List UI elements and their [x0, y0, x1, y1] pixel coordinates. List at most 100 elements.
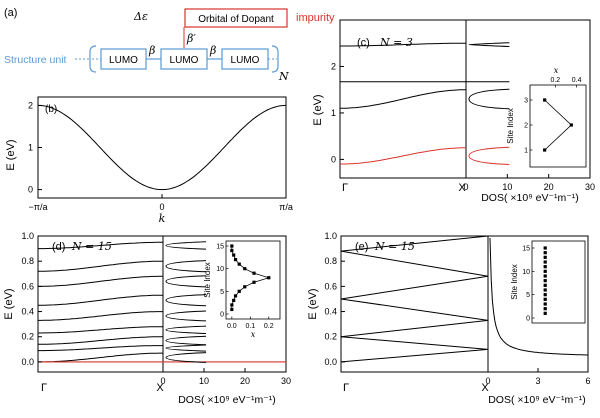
panel-b-ytick-label: 1 — [28, 143, 33, 153]
panel-d-frame — [37, 235, 287, 373]
panel-c-yticks: 0 1 2 — [331, 61, 344, 164]
panel-c-band-2 — [340, 89, 466, 109]
panel-c-dos — [466, 42, 510, 166]
panel-d-inset-ytick-label: 0 — [220, 312, 224, 319]
panel-e-band-6 — [340, 250, 489, 277]
panel-e-inset-point — [543, 307, 547, 311]
panel-b-band-curve — [37, 104, 287, 191]
panel-d-band-4 — [38, 326, 163, 334]
panel-d-band-6 — [37, 294, 163, 306]
panel-d-band-2 — [38, 345, 163, 352]
panel-d-dos-xticks: 0 10 20 30 — [160, 368, 291, 386]
panel-d-inset-point — [252, 271, 256, 275]
panel-d-inset-point — [230, 244, 234, 248]
panel-e-dos-xtick-label: 0 — [485, 376, 490, 386]
beta-label-1: β — [148, 44, 155, 57]
dopant-orbital-label: Orbital of Dopant — [198, 14, 274, 25]
panel-e-inset-point — [543, 260, 547, 264]
panel-d-dos-band-7 — [165, 275, 207, 288]
panel-d-dos-xtick-label: 30 — [281, 376, 291, 386]
panel-c-ylabel: E (eV) — [312, 94, 324, 125]
panel-e-band-2 — [340, 336, 489, 350]
panel-d-label: (d) — [52, 241, 65, 253]
panel-c-n-label: N = 3 — [379, 36, 413, 49]
panel-e: (e) N = 15 0.0 0.2 0.4 0.6 0.8 1.0 0 3 6 E (eV)… — [307, 231, 591, 406]
panel-e-inset-point — [543, 274, 547, 278]
panel-c-band-1 — [339, 147, 466, 165]
panel-e-inset-point — [543, 279, 547, 283]
panel-e-frame — [340, 235, 589, 373]
panel-c-inset: 1 2 3 0.2 0.4 x Site Index — [506, 66, 587, 168]
panel-d-inset-ytick-label: 10 — [216, 266, 224, 273]
panel-e-dos-label: DOS( ×10⁹ eV⁻¹m⁻¹) — [488, 394, 586, 406]
panel-e-ylabel: E (eV) — [307, 288, 319, 319]
panel-d-dos-xtick-label: 0 — [160, 376, 165, 386]
panel-c-ytick-label: 1 — [331, 108, 336, 118]
panel-d-ytick-label: 0.8 — [21, 256, 34, 266]
panel-d-ylabel: E (eV) — [3, 288, 15, 319]
panel-d-inset-point — [237, 289, 241, 293]
panel-d-dos — [165, 241, 207, 363]
panel-c-inset-point — [543, 148, 547, 152]
panel-a: (a) Δε Orbital of Dopant impurity β′ Str… — [4, 7, 335, 83]
panel-c-dos-band-4 — [468, 42, 510, 48]
panel-d-inset-xlabel: x — [251, 330, 256, 339]
panel-e-ytick-label: 0.4 — [324, 307, 337, 317]
panel-b-xtick-label: 0 — [159, 202, 164, 212]
panel-b-xtick-label: −π/a — [29, 202, 48, 212]
panel-d-ytick-label: 0.4 — [21, 307, 34, 317]
panel-d-dos-xtick-label: 20 — [240, 376, 250, 386]
panel-d-inset-point — [230, 303, 234, 307]
panel-d-ytick-label: 0.2 — [21, 332, 34, 342]
panel-b-xlabel: k — [159, 212, 166, 225]
panel-e-dos-xtick-label: 3 — [535, 376, 540, 386]
panel-c-gamma: Γ — [342, 182, 348, 194]
panel-e-ytick-label: 0.6 — [324, 281, 337, 291]
panel-e-dos-xtick-label: 6 — [585, 376, 590, 386]
panel-c-inset-frame — [529, 84, 587, 168]
panel-c-ytick-label: 2 — [331, 61, 336, 71]
panel-c-band-4 — [340, 42, 466, 47]
panel-b: (b) 0 1 2 −π/a 0 π/a E (eV) k — [5, 96, 293, 225]
panel-d-x-point: X — [156, 382, 164, 394]
panel-d-ytick-label: 0.0 — [21, 357, 34, 367]
panel-e-bands — [340, 235, 489, 363]
panel-b-xtick-label: π/a — [279, 202, 293, 212]
panel-d-band-7 — [38, 275, 163, 287]
panel-d-band-8 — [37, 260, 163, 272]
panel-d-inset-point — [252, 280, 256, 284]
panel-e-band-1 — [340, 348, 489, 363]
panel-c-inset-xlabel: x — [554, 66, 559, 75]
panel-e-inset-ytick-label: 15 — [522, 246, 530, 253]
panel-d-inset-xtick-label: 0.1 — [245, 323, 255, 330]
panel-b-frame — [37, 96, 287, 199]
panel-e-x-point: X — [481, 382, 489, 394]
panel-c-label: (c) — [357, 37, 370, 49]
structure-unit-label: Structure unit — [4, 54, 67, 66]
panel-c-dos-xtick-label: 10 — [502, 182, 512, 192]
panel-c-inset-xtick-label: 0.2 — [550, 77, 560, 84]
panel-d-inset-point — [243, 285, 247, 289]
panel-e-inset: 0 5 10 15 Site Index — [510, 240, 586, 324]
panel-e-band-5 — [340, 275, 489, 300]
panel-d-inset: 0 5 10 15 0.0 0.1 0.2 x Site Index — [203, 240, 281, 339]
panel-e-inset-point — [543, 288, 547, 292]
panel-c-x-point: X — [458, 182, 466, 194]
panel-d-inset-point — [230, 307, 234, 312]
panel-d-inset-ylabel: Site Index — [203, 262, 212, 298]
panel-e-inset-point — [543, 297, 547, 301]
panel-d-inset-point — [237, 262, 241, 266]
panel-d-dos-band-3 — [165, 335, 207, 346]
panel-e-dos-xticks: 0 3 6 — [485, 368, 591, 386]
panel-d-inset-ytick-label: 5 — [220, 289, 224, 296]
panel-d-ytick-label: 1.0 — [21, 231, 34, 241]
panel-d-band-1 — [38, 352, 163, 363]
panel-d-inset-xtick-label: 0.0 — [227, 323, 237, 330]
panel-b-ytick-label: 2 — [28, 100, 33, 110]
n-label: N — [278, 70, 289, 83]
panel-d-inset-point — [232, 298, 236, 302]
panel-c-dos-label: DOS( ×10⁹ eV⁻¹m⁻¹) — [481, 192, 579, 204]
panel-e-inset-ytick-label: 0 — [526, 316, 530, 323]
lumo-label-3: LUMO — [231, 55, 260, 66]
